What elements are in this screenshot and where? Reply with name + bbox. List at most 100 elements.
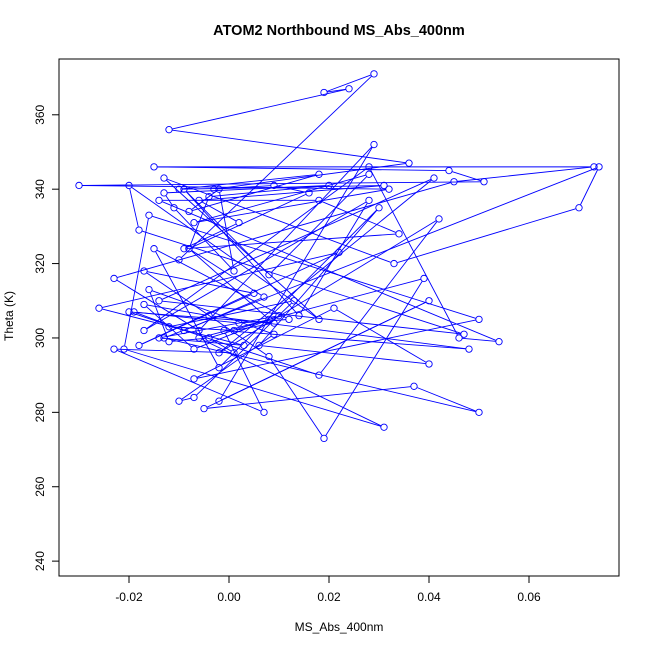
series-segment: [102, 308, 241, 345]
data-point: [150, 163, 158, 171]
data-point: [110, 274, 118, 283]
series-segment: [117, 350, 261, 412]
data-point: [345, 85, 353, 93]
data-point: [140, 300, 148, 309]
data-point: [315, 315, 323, 324]
data-point: [315, 196, 323, 204]
data-point: [215, 349, 223, 357]
series-segment: [182, 174, 316, 190]
series-segment: [207, 386, 411, 409]
series-segment: [202, 185, 381, 201]
data-point: [395, 230, 403, 238]
data-point: [160, 174, 168, 182]
data-point: [270, 319, 278, 327]
data-point: [475, 315, 483, 324]
series-segment: [219, 192, 234, 268]
data-point: [250, 289, 258, 297]
data-point: [140, 267, 148, 275]
series-segment: [197, 189, 386, 223]
data-point: [190, 393, 198, 402]
series-segment: [137, 312, 181, 330]
series-segment: [127, 349, 381, 427]
data-point: [430, 174, 438, 182]
data-point: [425, 297, 433, 305]
data-point: [480, 178, 488, 186]
data-point: [475, 408, 483, 416]
series-segment: [156, 249, 287, 319]
series-segment: [157, 166, 446, 171]
series-segment: [336, 309, 427, 363]
y-tick-label: 360: [33, 104, 47, 124]
series-segment: [162, 315, 276, 338]
data-point: [295, 311, 303, 320]
data-point: [220, 326, 228, 335]
series-segment: [196, 309, 332, 378]
x-tick-label: -0.02: [115, 590, 143, 604]
data-point: [385, 185, 393, 193]
series-segment: [167, 338, 476, 412]
data-point: [150, 245, 158, 253]
series-segment: [212, 185, 326, 197]
series-segment: [167, 178, 391, 263]
data-point: [260, 293, 268, 301]
data-point: [235, 219, 243, 227]
data-point: [215, 364, 223, 372]
series-segment: [202, 278, 421, 338]
series-segment: [462, 337, 496, 342]
series-segment: [189, 199, 209, 246]
data-point: [365, 170, 373, 178]
series-segment: [212, 315, 466, 350]
data-point: [120, 345, 128, 353]
series-segment: [117, 182, 451, 278]
series-segment: [211, 339, 232, 352]
data-point: [465, 345, 473, 353]
data-point: [370, 70, 378, 78]
data-point: [205, 334, 213, 342]
data-point: [380, 423, 388, 431]
series-segment: [225, 333, 263, 410]
series-segment: [197, 319, 476, 379]
data-point: [75, 181, 83, 190]
data-point: [130, 308, 138, 316]
data-point: [375, 204, 383, 212]
data-point: [185, 207, 193, 216]
data-point: [215, 185, 223, 193]
data-point: [175, 397, 183, 405]
data-point: [260, 408, 268, 416]
data-point: [155, 334, 163, 342]
data-point: [595, 163, 603, 171]
data-point: [175, 185, 183, 193]
series-segment: [212, 319, 266, 338]
series-segment: [187, 297, 261, 330]
series-segment: [129, 188, 139, 227]
series-segment: [147, 304, 206, 316]
data-point: [195, 196, 203, 204]
data-point: [110, 345, 118, 353]
series-layer: [75, 70, 603, 443]
series-segment: [201, 201, 237, 222]
data-point: [320, 434, 328, 443]
data-point: [575, 204, 583, 212]
series-segment: [182, 397, 191, 401]
series-segment: [201, 146, 372, 329]
series-segment: [146, 306, 192, 348]
data-point: [210, 185, 218, 193]
data-point: [445, 166, 453, 175]
data-point: [190, 345, 198, 353]
series-segment: [141, 253, 337, 345]
y-axis-label: Theta (K): [2, 291, 16, 341]
series-segment: [82, 181, 481, 186]
chart-title: ATOM2 Northbound MS_Abs_400nm: [213, 23, 465, 39]
data-point: [435, 215, 443, 223]
series-segment: [327, 74, 371, 92]
data-point: [380, 181, 388, 190]
y-tick-label: 340: [33, 179, 47, 199]
data-point: [135, 341, 143, 350]
data-point: [420, 274, 428, 283]
series-segment: [196, 302, 292, 396]
data-point: [425, 360, 433, 368]
series-segment: [124, 218, 149, 346]
data-point: [460, 330, 468, 338]
data-point: [165, 126, 173, 134]
